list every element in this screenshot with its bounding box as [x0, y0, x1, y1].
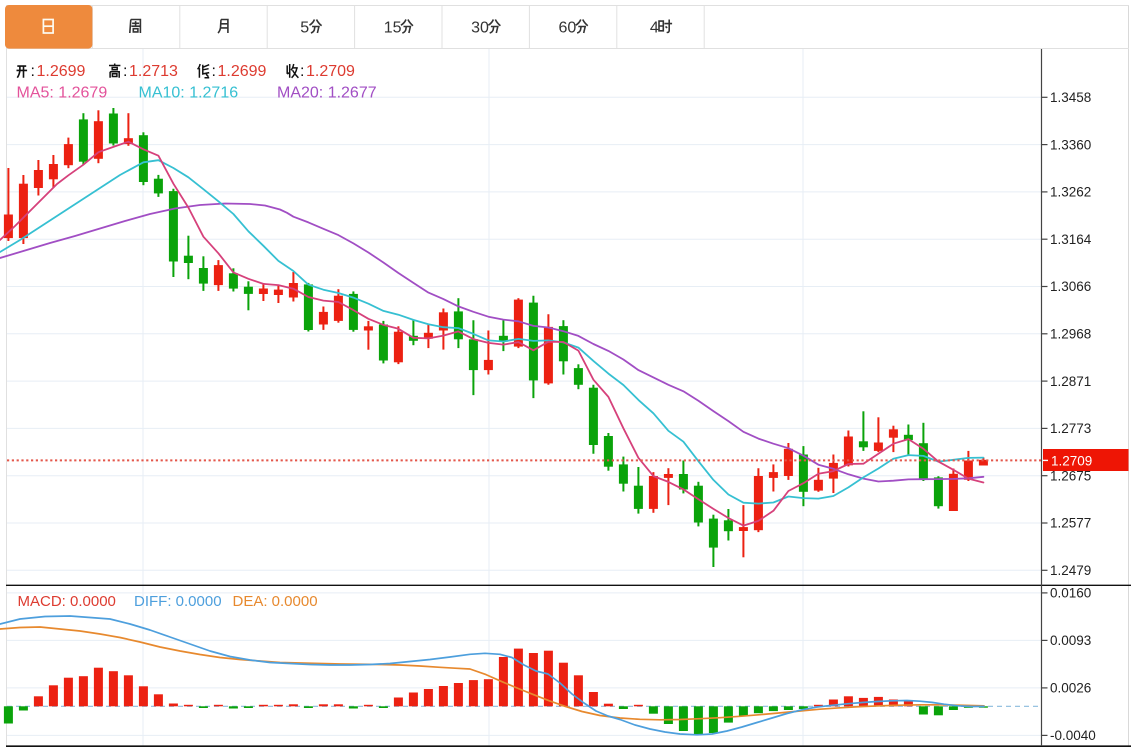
svg-text:1.2577: 1.2577 — [1050, 516, 1091, 531]
svg-text:1.3458: 1.3458 — [1050, 90, 1091, 105]
svg-text:1.2773: 1.2773 — [1050, 421, 1091, 436]
svg-text:1.2699: 1.2699 — [37, 63, 86, 80]
svg-text:0.0026: 0.0026 — [1050, 681, 1091, 696]
svg-text::: : — [31, 63, 35, 80]
svg-text:1.3360: 1.3360 — [1050, 137, 1091, 152]
svg-text::: : — [123, 63, 127, 80]
svg-text:1.2709: 1.2709 — [1051, 453, 1092, 468]
svg-text:MA10: 1.2716: MA10: 1.2716 — [139, 85, 239, 102]
svg-text:15: 15 — [384, 19, 402, 36]
svg-text:0.0160: 0.0160 — [1050, 586, 1091, 601]
svg-text:1.2968: 1.2968 — [1050, 327, 1091, 342]
svg-text:0.0093: 0.0093 — [1050, 633, 1091, 648]
svg-text:-0.0040: -0.0040 — [1050, 728, 1096, 743]
svg-text:DIFF: 0.0000: DIFF: 0.0000 — [134, 593, 222, 610]
svg-text:1.3164: 1.3164 — [1050, 232, 1092, 247]
svg-text::: : — [300, 63, 304, 80]
svg-text:1.2699: 1.2699 — [218, 63, 267, 80]
svg-text::: : — [212, 63, 216, 80]
svg-text:30: 30 — [471, 19, 489, 36]
svg-text:1.2709: 1.2709 — [306, 63, 355, 80]
svg-text:5: 5 — [300, 19, 309, 36]
svg-text:1.2713: 1.2713 — [129, 63, 178, 80]
svg-text:1.3066: 1.3066 — [1050, 279, 1091, 294]
svg-text:MACD: 0.0000: MACD: 0.0000 — [18, 593, 116, 610]
svg-text:60: 60 — [559, 19, 577, 36]
svg-text:1.3262: 1.3262 — [1050, 185, 1091, 200]
svg-text:MA20: 1.2677: MA20: 1.2677 — [277, 85, 377, 102]
svg-text:DEA: 0.0000: DEA: 0.0000 — [233, 593, 318, 610]
svg-text:4: 4 — [650, 19, 659, 36]
svg-text:MA5: 1.2679: MA5: 1.2679 — [17, 85, 108, 102]
svg-text:1.2675: 1.2675 — [1050, 468, 1091, 483]
svg-text:1.2871: 1.2871 — [1050, 374, 1091, 389]
svg-text:1.2479: 1.2479 — [1050, 563, 1091, 578]
